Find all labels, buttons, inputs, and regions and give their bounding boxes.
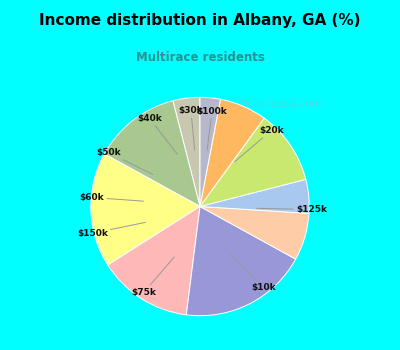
Wedge shape — [108, 206, 200, 315]
Wedge shape — [200, 206, 309, 259]
Wedge shape — [200, 118, 306, 206]
Wedge shape — [186, 206, 296, 316]
Text: $20k: $20k — [235, 126, 284, 162]
Text: $40k: $40k — [137, 114, 178, 154]
Text: $10k: $10k — [230, 254, 276, 292]
Text: $100k: $100k — [197, 107, 228, 150]
Wedge shape — [173, 97, 200, 206]
Wedge shape — [200, 99, 264, 206]
Text: $50k: $50k — [96, 148, 153, 175]
Text: $60k: $60k — [80, 193, 144, 202]
Wedge shape — [104, 101, 200, 206]
Text: Income distribution in Albany, GA (%): Income distribution in Albany, GA (%) — [39, 14, 361, 28]
Text: $75k: $75k — [132, 257, 174, 296]
Text: Multirace residents: Multirace residents — [136, 51, 264, 64]
Wedge shape — [200, 179, 309, 214]
Text: ©City-Data.com: ©City-Data.com — [238, 99, 322, 108]
Text: $150k: $150k — [77, 222, 146, 238]
Text: $125k: $125k — [257, 205, 327, 214]
Wedge shape — [200, 97, 220, 206]
Text: $30k: $30k — [179, 106, 203, 150]
Wedge shape — [91, 154, 200, 265]
